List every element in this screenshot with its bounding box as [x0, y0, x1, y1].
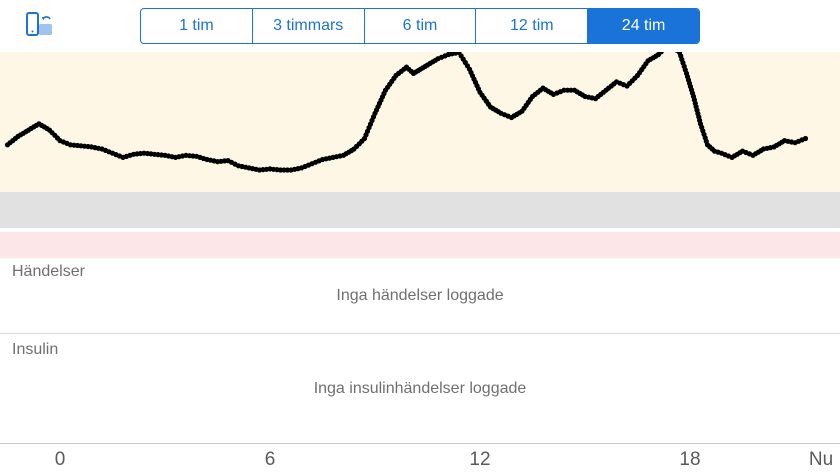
x-tick-label: 0: [54, 449, 66, 470]
time-axis-line: [0, 443, 840, 444]
range-24h-button[interactable]: 24 tim: [588, 9, 699, 43]
range-1h-button[interactable]: 1 tim: [141, 9, 253, 43]
glucose-chart: [0, 52, 840, 258]
insulin-label: Insulin: [12, 341, 59, 358]
x-tick-label: Nu: [808, 449, 834, 470]
range-6h-button[interactable]: 6 tim: [365, 9, 477, 43]
events-empty-message: Inga händelser loggade: [336, 287, 504, 304]
range-12h-button[interactable]: 12 tim: [476, 9, 589, 43]
x-tick-label: 12: [469, 449, 491, 470]
high-range-zone: [0, 52, 840, 192]
rotate-device-button[interactable]: [22, 10, 56, 40]
target-range-zone: [0, 192, 840, 228]
glucose-point: [802, 135, 809, 142]
glucose-point: [658, 52, 664, 55]
x-tick-label: 6: [264, 449, 276, 470]
insulin-empty-message: Inga insulinhändelser loggade: [313, 380, 527, 397]
rotate-device-icon: [26, 12, 52, 36]
range-3h-button[interactable]: 3 timmars: [253, 9, 365, 43]
section-divider: [0, 333, 840, 334]
events-label: Händelser: [12, 263, 85, 280]
low-range-zone: [0, 232, 840, 258]
x-tick-label: 18: [679, 449, 701, 470]
time-range-selector: 1 tim 3 timmars 6 tim 12 tim 24 tim: [140, 8, 700, 44]
